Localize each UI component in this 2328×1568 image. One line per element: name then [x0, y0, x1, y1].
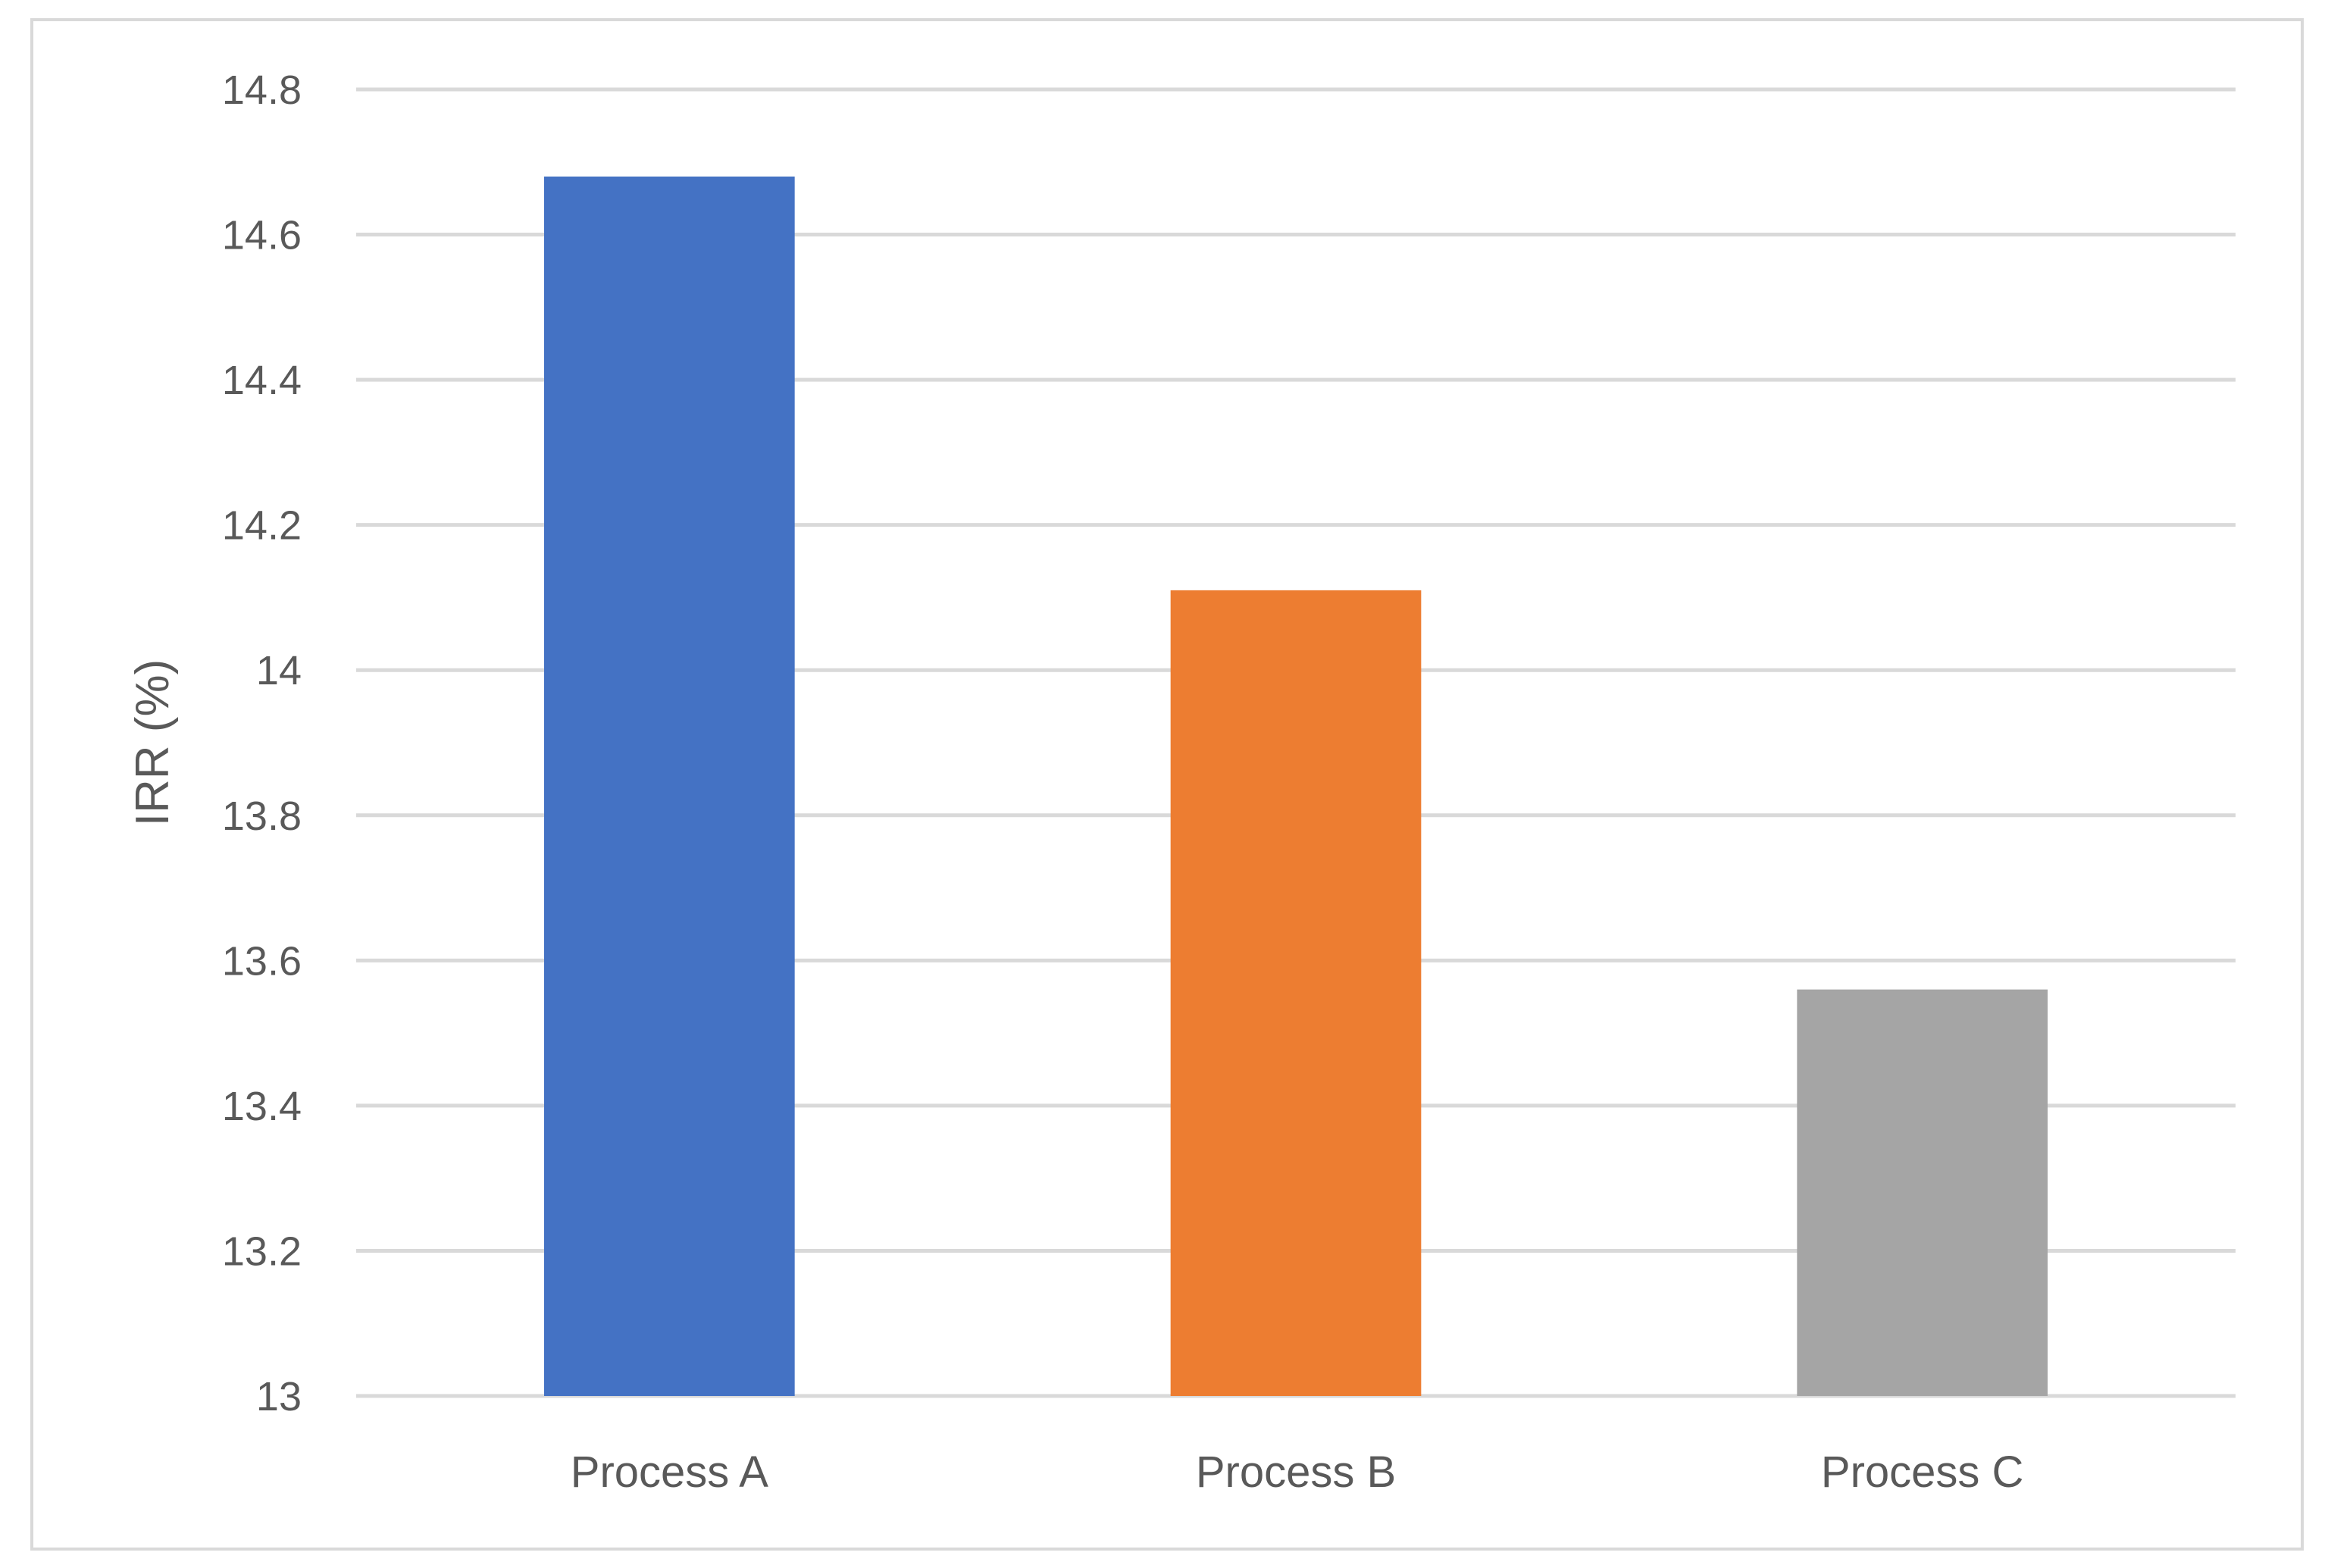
y-tick-label: 13: [256, 1374, 302, 1419]
y-axis-title: IRR (%): [127, 659, 179, 826]
y-tick-label: 14.6: [222, 213, 302, 258]
bar-process-c: [1797, 989, 2048, 1396]
y-axis-ticks: 13 13.2 13.4 13.6 13.8 14 14.2 14.4 14.6 14.8: [222, 67, 302, 1419]
y-tick-label: 13.4: [222, 1084, 302, 1129]
y-tick-label: 13.2: [222, 1228, 302, 1274]
x-category-label: Process C: [1821, 1448, 2024, 1497]
y-tick-label: 13.6: [222, 938, 302, 984]
x-category-label: Process B: [1196, 1448, 1396, 1497]
bar-process-a: [544, 176, 795, 1396]
x-category-label: Process A: [571, 1448, 768, 1497]
x-axis-categories: Process A Process B Process C: [571, 1448, 2024, 1497]
y-tick-label: 14.8: [222, 67, 302, 113]
bars: [544, 176, 2048, 1396]
y-tick-label: 14.4: [222, 358, 302, 403]
y-tick-label: 13.8: [222, 793, 302, 839]
y-tick-label: 14.2: [222, 503, 302, 549]
bar-process-b: [1170, 590, 1422, 1396]
y-tick-label: 14: [256, 648, 302, 693]
